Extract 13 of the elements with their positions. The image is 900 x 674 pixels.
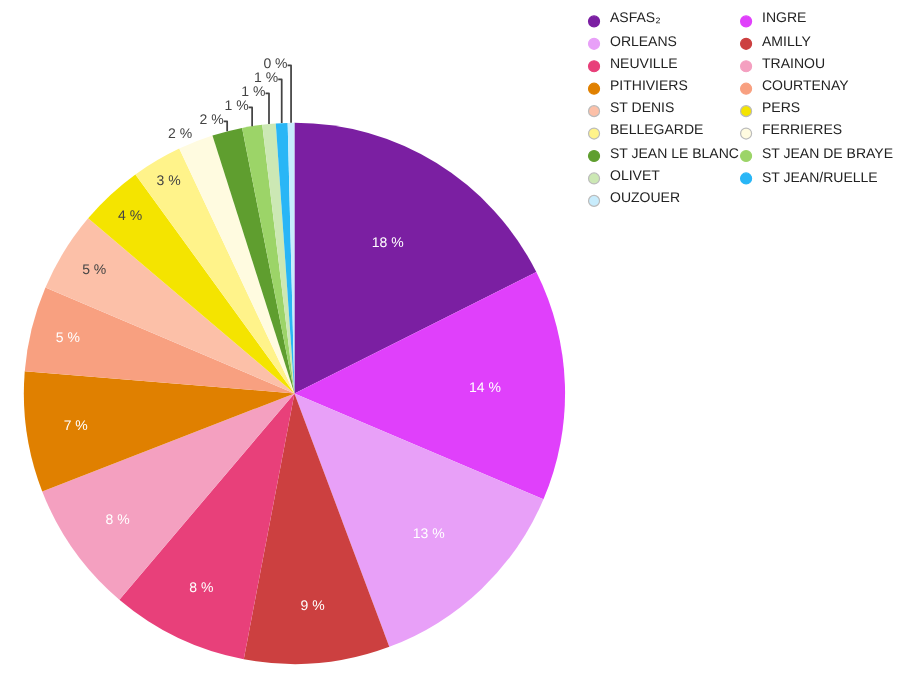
pie-slice (88, 174, 295, 394)
pie-slice (212, 127, 295, 394)
pie-slice (242, 124, 295, 394)
pie-slice (119, 393, 295, 660)
pie-slice (45, 218, 295, 394)
pie-slice (294, 122, 537, 394)
pie-slice (42, 393, 295, 600)
pie-slice (23, 371, 295, 492)
pie-slice (179, 135, 295, 394)
pie-slice (294, 272, 565, 500)
pie-slice (24, 287, 295, 394)
pie-slice (243, 393, 390, 664)
pie-slice (294, 393, 544, 647)
